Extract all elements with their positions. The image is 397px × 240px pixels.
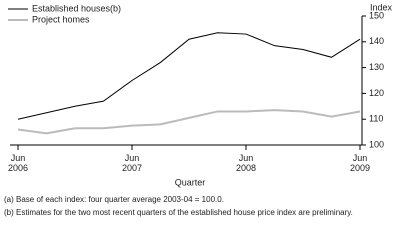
footnote: (b) Estimates for the two most recent qu… xyxy=(4,208,353,217)
chart: Index Quarter 100 110 120 130 140 150 Establis… xyxy=(4,2,393,217)
data-line xyxy=(17,32,361,120)
y-tick-label: 110 xyxy=(369,114,383,124)
x-tick-label: Jun 2006 xyxy=(7,153,29,173)
y-tick-label: 120 xyxy=(369,88,384,98)
y-axis-label: Index xyxy=(370,2,393,12)
x-tick-label: Jun 2009 xyxy=(349,153,371,173)
x-tick-label: Jun 2007 xyxy=(121,153,143,173)
x-tick-label: Jun 2008 xyxy=(235,153,257,173)
y-tick-label: 130 xyxy=(369,62,384,72)
y-tick-label: 140 xyxy=(369,36,384,46)
y-tick-label: 150 xyxy=(369,10,384,20)
chart-svg: Index Quarter 100 110 120 130 140 150 Establis… xyxy=(8,2,393,187)
x-axis-label: Quarter xyxy=(175,177,206,187)
legend-label: Established houses(b) xyxy=(32,3,121,13)
footnote: (a) Base of each index: four quarter ave… xyxy=(4,195,224,204)
data-line xyxy=(17,109,361,135)
legend-label: Project homes xyxy=(32,14,90,24)
y-tick-label: 100 xyxy=(369,139,384,149)
